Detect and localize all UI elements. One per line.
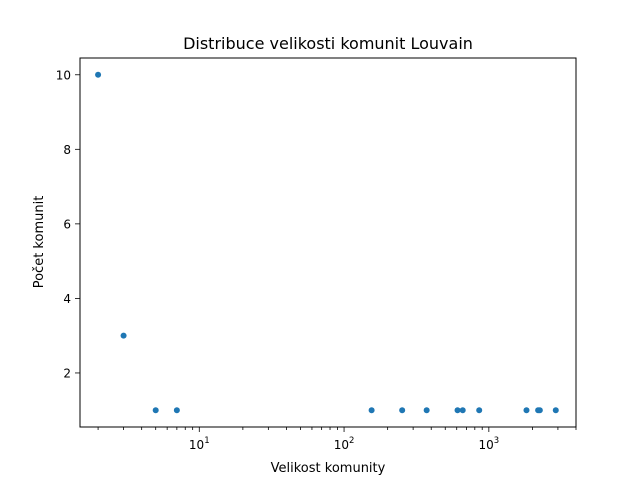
- data-point-0: [95, 71, 102, 78]
- data-point-6: [423, 407, 430, 414]
- x-tick-label: 103: [478, 436, 499, 452]
- x-tick-exponent: 3: [494, 436, 499, 446]
- x-tick-exponent: 1: [204, 436, 209, 446]
- y-tick-label: 2: [63, 366, 71, 380]
- data-point-12: [536, 407, 543, 414]
- y-tick-label: 8: [63, 143, 71, 157]
- data-point-4: [368, 407, 375, 414]
- data-point-2: [152, 407, 159, 414]
- chart-title: Distribuce velikosti komunit Louvain: [183, 34, 473, 53]
- x-tick-base: 10: [334, 438, 349, 452]
- plot-frame: [79, 57, 577, 428]
- x-tick-label: 101: [189, 436, 210, 452]
- x-axis-label: Velikost komunity: [271, 461, 386, 476]
- x-tick-base: 10: [478, 438, 493, 452]
- data-point-1: [120, 332, 127, 339]
- data-point-13: [552, 407, 559, 414]
- data-point-8: [459, 407, 466, 414]
- data-point-7: [454, 407, 461, 414]
- y-axis-label: Počet komunit: [32, 196, 47, 289]
- data-point-3: [173, 407, 180, 414]
- data-points: [95, 71, 559, 414]
- data-point-9: [476, 407, 483, 414]
- y-tick-label: 10: [56, 68, 71, 82]
- data-point-10: [523, 407, 530, 414]
- x-tick-base: 10: [189, 438, 204, 452]
- x-tick-label: 102: [334, 436, 355, 452]
- x-tick-exponent: 2: [349, 436, 354, 446]
- y-tick-label: 4: [63, 292, 71, 306]
- data-point-5: [399, 407, 406, 414]
- y-tick-label: 6: [63, 217, 71, 231]
